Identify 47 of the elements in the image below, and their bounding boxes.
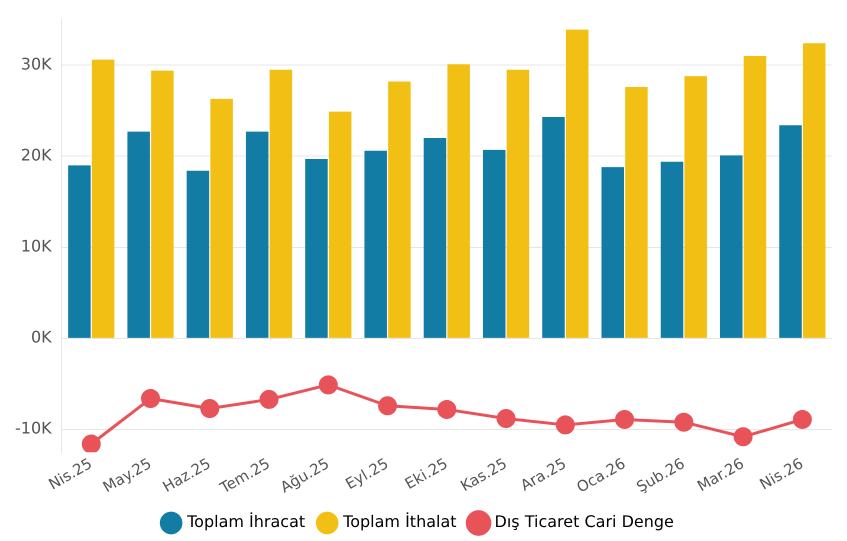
bar: [424, 138, 446, 338]
bar: [684, 76, 707, 338]
bar: [127, 132, 150, 338]
point: [734, 427, 753, 446]
point: [674, 412, 694, 432]
point: [792, 410, 812, 429]
point: [437, 400, 456, 419]
bar: [447, 64, 470, 338]
legend-label: Dış Ticaret Cari Denge: [494, 512, 674, 532]
bar: [68, 165, 91, 338]
bar: [660, 162, 684, 338]
y-tick-label: -10K: [15, 418, 52, 438]
bar: [542, 117, 565, 338]
point: [556, 415, 575, 434]
bar: [151, 70, 174, 338]
bar: [364, 150, 387, 338]
legend-label: Toplam İthalat: [342, 512, 457, 532]
y-tick-label: 0K: [30, 328, 52, 347]
bar: [625, 87, 648, 338]
bar: [506, 70, 530, 338]
bar: [566, 30, 588, 338]
bar: [388, 82, 411, 338]
bar: [720, 155, 743, 338]
bar: [744, 56, 766, 338]
point: [260, 390, 279, 409]
point: [318, 375, 338, 394]
bar: [270, 70, 292, 338]
point: [496, 409, 516, 428]
bar: [328, 112, 352, 338]
bar: [210, 98, 233, 338]
bar: [601, 167, 624, 338]
legend-label: Toplam İhracat: [186, 512, 306, 532]
y-tick-label: 30K: [20, 54, 52, 74]
bar: [482, 150, 506, 338]
point: [141, 389, 160, 408]
point: [615, 410, 634, 429]
bar: [802, 43, 826, 338]
y-tick-label: 10K: [20, 236, 52, 256]
bar: [186, 170, 210, 338]
y-tick-label: 20K: [20, 145, 52, 164]
bar: [779, 125, 802, 338]
bar: [246, 132, 268, 338]
bar: [305, 158, 328, 338]
point: [200, 399, 220, 418]
bar: [92, 60, 114, 338]
point: [82, 434, 101, 452]
point: [378, 396, 398, 416]
